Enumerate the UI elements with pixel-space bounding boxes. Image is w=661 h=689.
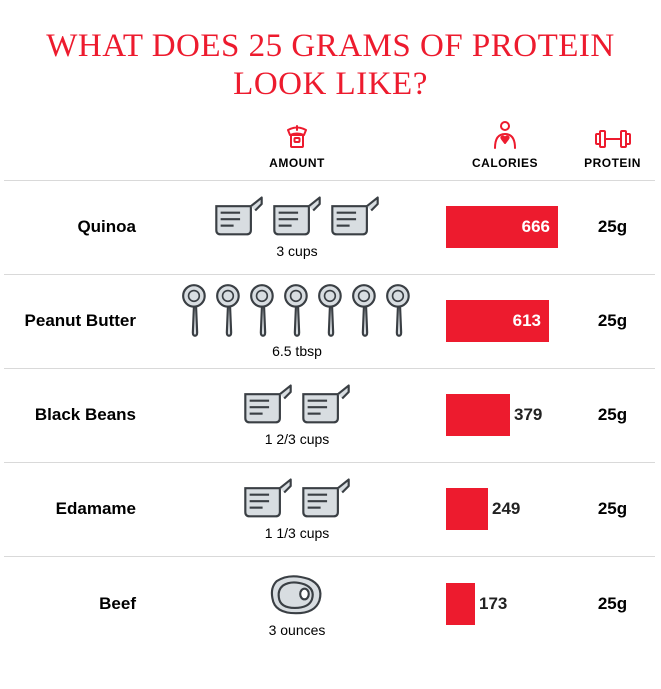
calorie-bar — [446, 394, 510, 436]
calorie-value: 379 — [514, 405, 542, 425]
calorie-bar: 613 — [446, 300, 549, 342]
amount-text: 3 ounces — [269, 622, 326, 638]
header-amount: AMOUNT — [154, 114, 440, 181]
scale-icon — [282, 122, 312, 150]
calorie-value: 173 — [479, 594, 507, 614]
spoon-icon — [249, 283, 277, 339]
amount-cell: 1 1/3 cups — [154, 463, 440, 557]
calorie-bar — [446, 488, 488, 530]
header-calories: CALORIES — [440, 114, 570, 181]
calorie-bar — [446, 583, 475, 625]
spoon-icon — [385, 283, 413, 339]
spoon-icon — [215, 283, 243, 339]
amount-text: 6.5 tbsp — [272, 343, 322, 359]
header-blank — [4, 114, 154, 181]
food-name: Peanut Butter — [4, 275, 154, 369]
calories-cell: 173 — [440, 557, 570, 651]
header-calories-label: CALORIES — [472, 156, 538, 170]
cup-icon-row — [212, 195, 382, 239]
calories-cell: 613 — [440, 275, 570, 369]
protein-cell: 25g — [570, 557, 655, 651]
cup-icon — [328, 195, 382, 239]
spoon-icon — [317, 283, 345, 339]
food-name: Black Beans — [4, 369, 154, 463]
food-name: Quinoa — [4, 181, 154, 275]
amount-text: 1 2/3 cups — [265, 431, 330, 447]
calories-cell: 379 — [440, 369, 570, 463]
cup-icon — [241, 383, 295, 427]
protein-cell: 25g — [570, 181, 655, 275]
food-name: Beef — [4, 557, 154, 651]
cup-icon — [299, 383, 353, 427]
amount-text: 3 cups — [276, 243, 317, 259]
calories-cell: 249 — [440, 463, 570, 557]
page-title: WHAT DOES 25 GRAMS OF PROTEIN LOOK LIKE? — [0, 0, 661, 114]
header-amount-label: AMOUNT — [269, 156, 325, 170]
cup-icon-row — [241, 477, 353, 521]
header-protein-label: PROTEIN — [584, 156, 641, 170]
amount-cell: 6.5 tbsp — [154, 275, 440, 369]
protein-cell: 25g — [570, 463, 655, 557]
amount-cell: 3 ounces — [154, 557, 440, 651]
amount-cell: 3 cups — [154, 181, 440, 275]
protein-table: AMOUNT CALORIES — [0, 114, 661, 651]
protein-cell: 25g — [570, 275, 655, 369]
cup-icon — [241, 477, 295, 521]
steak-icon — [266, 570, 328, 618]
header-protein: PROTEIN — [570, 114, 655, 181]
amount-cell: 1 2/3 cups — [154, 369, 440, 463]
food-name: Edamame — [4, 463, 154, 557]
cup-icon — [212, 195, 266, 239]
person-heart-icon — [491, 120, 519, 150]
cup-icon — [299, 477, 353, 521]
spoon-icon — [351, 283, 379, 339]
amount-text: 1 1/3 cups — [265, 525, 330, 541]
steak-icon-row — [266, 570, 328, 618]
protein-cell: 25g — [570, 369, 655, 463]
spoon-icon — [283, 283, 311, 339]
dumbbell-icon — [594, 128, 632, 150]
calorie-value: 249 — [492, 499, 520, 519]
calorie-bar: 666 — [446, 206, 558, 248]
cup-icon — [270, 195, 324, 239]
spoon-icon-row — [181, 283, 413, 339]
cup-icon-row — [241, 383, 353, 427]
spoon-icon — [181, 283, 209, 339]
calories-cell: 666 — [440, 181, 570, 275]
